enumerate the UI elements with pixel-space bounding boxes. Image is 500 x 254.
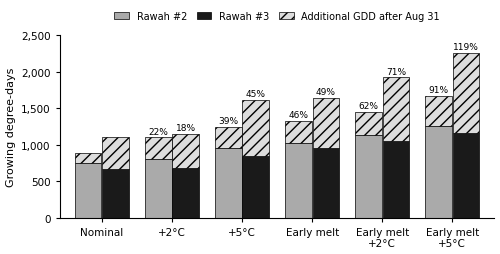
Bar: [285, 121, 312, 143]
Bar: [452, 54, 479, 134]
Bar: [382, 78, 409, 141]
Text: 71%: 71%: [386, 67, 406, 76]
Text: 62%: 62%: [358, 102, 378, 110]
Bar: [285, 143, 312, 218]
Text: 45%: 45%: [246, 90, 266, 99]
Bar: [426, 127, 452, 218]
Bar: [242, 156, 269, 218]
Bar: [172, 134, 199, 168]
Bar: [356, 112, 382, 136]
Text: 119%: 119%: [453, 43, 479, 52]
Bar: [356, 136, 382, 218]
Bar: [215, 149, 242, 218]
Text: 22%: 22%: [148, 127, 168, 136]
Bar: [452, 134, 479, 218]
Bar: [242, 101, 269, 156]
Bar: [426, 96, 452, 127]
Bar: [145, 138, 172, 159]
Bar: [75, 163, 102, 218]
Text: 91%: 91%: [428, 86, 449, 94]
Bar: [215, 127, 242, 149]
Text: 46%: 46%: [288, 111, 308, 120]
Y-axis label: Growing degree-days: Growing degree-days: [6, 68, 16, 186]
Bar: [312, 99, 339, 148]
Bar: [102, 137, 129, 169]
Bar: [145, 159, 172, 218]
Bar: [75, 153, 102, 163]
Text: 39%: 39%: [218, 117, 238, 125]
Text: 18%: 18%: [176, 123, 196, 132]
Bar: [382, 141, 409, 218]
Bar: [312, 148, 339, 218]
Text: 49%: 49%: [316, 88, 336, 97]
Bar: [172, 168, 199, 218]
Bar: [102, 169, 129, 218]
Legend: Rawah #2, Rawah #3, Additional GDD after Aug 31: Rawah #2, Rawah #3, Additional GDD after…: [110, 8, 444, 26]
